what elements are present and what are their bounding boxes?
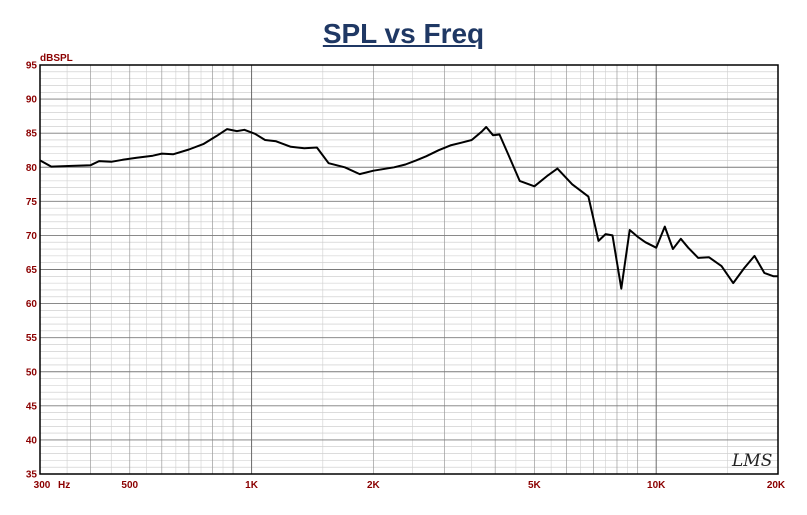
y-tick-label: 65 [26, 265, 38, 276]
y-tick-label: 70 [26, 231, 38, 242]
x-tick-labels: 300 500 1K 2K 5K 10K 20K Hz [34, 480, 786, 491]
y-tick-label: 35 [26, 470, 38, 481]
x-unit-label: Hz [58, 480, 70, 491]
plot-frame [39, 64, 779, 475]
y-tick-label: 45 [26, 401, 38, 412]
x-tick-label: 300 [34, 480, 51, 491]
y-tick-label: 85 [26, 129, 38, 140]
y-tick-label: 95 [26, 61, 38, 72]
spl-series-line [39, 126, 778, 290]
y-tick-label: 60 [26, 299, 38, 310]
y-axis-label: dBSPL [40, 53, 73, 64]
x-tick-label: 10K [647, 480, 666, 491]
y-tick-label: 50 [26, 367, 38, 378]
x-tick-label: 20K [767, 480, 786, 491]
lms-watermark: LMS [731, 451, 772, 471]
x-tick-label: 5K [528, 480, 542, 491]
y-tick-label: 40 [26, 435, 38, 446]
y-tick-labels: 95 90 85 80 75 70 65 60 55 50 45 40 35 [26, 61, 38, 481]
y-tick-label: 90 [26, 95, 38, 106]
x-tick-label: 500 [121, 480, 138, 491]
y-tick-label: 75 [26, 197, 38, 208]
y-tick-label: 80 [26, 163, 38, 174]
y-tick-label: 55 [26, 333, 38, 344]
chart-title: SPL vs Freq [322, 18, 485, 49]
x-tick-label: 1K [245, 480, 259, 491]
x-tick-label: 2K [367, 480, 381, 491]
